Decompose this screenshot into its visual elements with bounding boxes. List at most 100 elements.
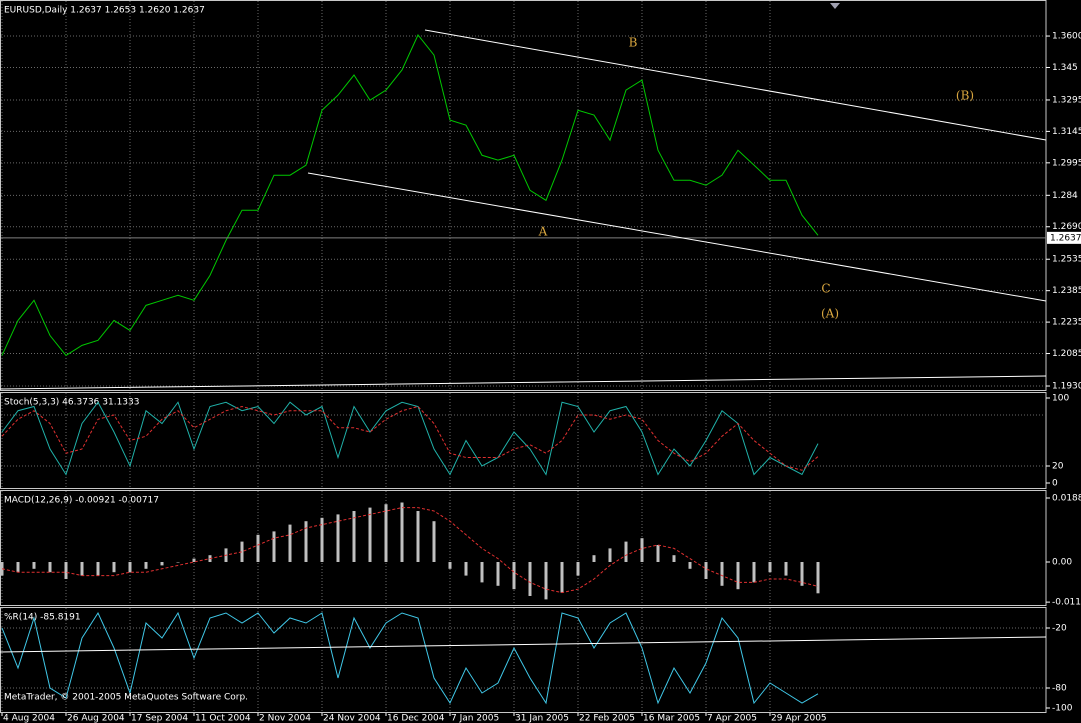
y-tick-label: -80 bbox=[1052, 684, 1067, 694]
shift-marker bbox=[830, 3, 840, 9]
histogram-bar bbox=[144, 561, 148, 569]
price-line bbox=[1, 34, 819, 357]
y-tick-label: 1.2535 bbox=[1052, 255, 1081, 265]
histogram-bar bbox=[496, 561, 500, 586]
histogram-bar bbox=[560, 561, 564, 593]
histogram-bar bbox=[80, 561, 84, 576]
y-tick-label: 1.1930 bbox=[1052, 382, 1081, 392]
panel-title: EURUSD,Daily 1.2637 1.2653 1.2620 1.2637 bbox=[4, 6, 205, 16]
copyright: MetaTrader, © 2001-2005 MetaQuotes Softw… bbox=[4, 693, 248, 703]
x-tick-label: 22 Feb 2005 bbox=[579, 714, 635, 723]
y-tick-label: 1.2235 bbox=[1052, 318, 1081, 328]
histogram-bar bbox=[256, 534, 260, 562]
x-tick-label: 31 Jan 2005 bbox=[515, 714, 569, 723]
histogram-bar bbox=[16, 561, 20, 573]
histogram-bar bbox=[704, 561, 708, 579]
histogram-bar bbox=[512, 561, 516, 590]
price-label: 1.2637 bbox=[1050, 233, 1081, 243]
x-tick-label: 7 Apr 2005 bbox=[707, 714, 757, 723]
histogram-bar bbox=[592, 555, 596, 562]
wave-label: (A) bbox=[821, 307, 839, 321]
y-tick-label: 1.3145 bbox=[1052, 127, 1081, 137]
trend-line bbox=[307, 172, 1047, 302]
wave-label: (B) bbox=[956, 89, 974, 103]
y-tick-label: -100 bbox=[1052, 704, 1073, 714]
y-tick-label: 1.2385 bbox=[1052, 286, 1081, 296]
histogram-bar bbox=[32, 561, 36, 569]
histogram-bar bbox=[192, 558, 196, 562]
y-tick-label: 1.3295 bbox=[1052, 95, 1081, 105]
wave-label: B bbox=[629, 36, 638, 50]
histogram-bar bbox=[272, 531, 276, 562]
y-tick-label: 1.284 bbox=[1052, 191, 1078, 201]
trend-line bbox=[0, 375, 1047, 390]
x-tick-label: 24 Nov 2004 bbox=[323, 714, 381, 723]
y-tick-label: 1.2085 bbox=[1052, 349, 1081, 359]
histogram-bar bbox=[784, 561, 788, 576]
panel-frame bbox=[0, 392, 1047, 489]
x-tick-label: 17 Sep 2004 bbox=[131, 714, 188, 723]
histogram-bar bbox=[528, 561, 532, 596]
histogram-bar bbox=[672, 555, 676, 562]
panel-frame bbox=[0, 607, 1047, 713]
histogram-bar bbox=[96, 561, 100, 576]
histogram-bar bbox=[624, 541, 628, 562]
panel-frame bbox=[0, 490, 1047, 606]
wave-label: A bbox=[538, 225, 548, 239]
y-tick-label: 1.3600 bbox=[1052, 32, 1081, 42]
signal-line bbox=[1, 405, 819, 471]
histogram-bar bbox=[384, 504, 388, 562]
histogram-bar bbox=[128, 561, 132, 573]
y-tick-label: 0.01883 bbox=[1052, 493, 1081, 503]
histogram-bar bbox=[480, 561, 484, 583]
y-tick-label: 1.345 bbox=[1052, 63, 1078, 73]
histogram-bar bbox=[688, 561, 692, 569]
y-tick-label: 1.2995 bbox=[1052, 158, 1081, 168]
histogram-bar bbox=[720, 561, 724, 586]
histogram-bar bbox=[608, 548, 612, 562]
histogram-bar bbox=[544, 561, 548, 600]
histogram-bar bbox=[432, 521, 436, 562]
histogram-bar bbox=[576, 561, 580, 576]
x-tick-label: 11 Oct 2004 bbox=[195, 714, 251, 723]
panel-title: Stoch(5,3,3) 46.3736 31.1333 bbox=[4, 398, 139, 408]
histogram-bar bbox=[640, 538, 644, 562]
histogram-bar bbox=[400, 502, 404, 562]
histogram-bar bbox=[768, 561, 772, 573]
histogram-bar bbox=[176, 561, 180, 563]
histogram-bar bbox=[368, 507, 372, 562]
histogram-bar bbox=[240, 541, 244, 562]
trend-line bbox=[0, 636, 1047, 653]
histogram-bar bbox=[0, 561, 4, 576]
x-tick-label: 7 Jan 2005 bbox=[451, 714, 499, 723]
wave-label: C bbox=[821, 282, 830, 296]
signal-line bbox=[1, 507, 819, 594]
panel-title: %R(14) -85.8191 bbox=[4, 613, 81, 623]
x-tick-label: 29 Apr 2005 bbox=[771, 714, 827, 723]
histogram-bar bbox=[352, 511, 356, 562]
panel-title: MACD(12,26,9) -0.00921 -0.00717 bbox=[4, 496, 159, 506]
x-tick-label: 16 Dec 2004 bbox=[387, 714, 445, 723]
histogram-bar bbox=[656, 545, 660, 562]
y-tick-label: 0 bbox=[1052, 479, 1058, 489]
histogram-bar bbox=[48, 561, 52, 573]
y-tick-label: 1.2690 bbox=[1052, 222, 1081, 232]
histogram-bar bbox=[336, 514, 340, 562]
histogram-bar bbox=[64, 561, 68, 579]
histogram-bar bbox=[800, 561, 804, 586]
histogram-bar bbox=[304, 521, 308, 562]
histogram-bar bbox=[752, 561, 756, 583]
trend-line bbox=[424, 29, 1047, 141]
histogram-bar bbox=[160, 561, 164, 566]
y-tick-label: 100 bbox=[1052, 394, 1069, 404]
y-tick-label: -0.01180 bbox=[1052, 598, 1081, 608]
histogram-bar bbox=[736, 561, 740, 590]
histogram-bar bbox=[416, 511, 420, 562]
x-tick-label: 4 Aug 2004 bbox=[3, 714, 55, 723]
histogram-bar bbox=[288, 524, 292, 562]
price-box bbox=[1047, 231, 1081, 244]
price-line bbox=[1, 611, 819, 705]
